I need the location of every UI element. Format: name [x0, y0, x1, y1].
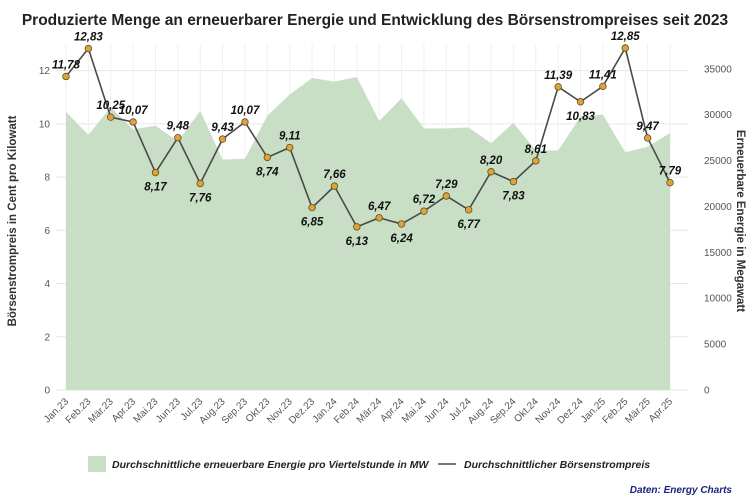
legend-area-label: Durchschnittliche erneuerbare Energie pr… [112, 459, 430, 471]
price-point [643, 134, 652, 142]
price-data-label: 9,48 [167, 121, 190, 133]
left-axis-label: Börsenstrompreis in Cent pro Kilowatt [7, 115, 19, 326]
x-tick-label: Dez.23 [287, 396, 317, 426]
price-point [151, 168, 160, 177]
price-data-label: 11,78 [52, 59, 81, 71]
price-data-label: 8,74 [256, 166, 279, 178]
left-tick-label: 12 [39, 66, 51, 77]
x-tick-label: Dez.24 [555, 396, 585, 426]
x-tick-label: Sep.23 [220, 396, 250, 426]
price-point [129, 118, 137, 126]
price-data-label: 10,07 [119, 105, 148, 117]
price-data-label: 8,20 [480, 155, 503, 167]
price-point [353, 223, 361, 231]
price-point [241, 118, 249, 126]
left-tick-label: 6 [44, 226, 50, 237]
x-tick-label: Sep.24 [488, 396, 518, 426]
price-point [218, 135, 227, 143]
price-point [62, 72, 70, 81]
right-tick-label: 0 [704, 386, 710, 397]
price-data-label: 9,47 [636, 121, 659, 133]
right-tick-label: 20000 [704, 202, 732, 213]
x-tick-label: Mär.23 [86, 396, 116, 426]
price-point [666, 178, 674, 187]
legend: Durchschnittliche erneuerbare Energie pr… [88, 456, 650, 472]
price-point [174, 133, 182, 142]
price-data-label: 9,11 [279, 131, 301, 143]
legend-area-swatch [88, 456, 106, 472]
price-data-label: 6,24 [390, 233, 413, 245]
right-tick-label: 35000 [704, 64, 732, 75]
price-point [487, 168, 495, 176]
price-point [308, 203, 316, 212]
left-tick-label: 0 [44, 386, 50, 397]
price-data-label: 10,25 [96, 100, 125, 112]
price-data-label: 7,79 [659, 166, 682, 178]
price-data-label: 6,47 [368, 201, 391, 213]
energy-area [66, 77, 670, 390]
right-tick-label: 5000 [704, 340, 727, 351]
right-tick-label: 25000 [704, 156, 732, 167]
price-data-label: 10,07 [231, 105, 260, 117]
left-tick-label: 2 [44, 332, 50, 343]
right-tick-label: 15000 [704, 248, 732, 259]
price-point [375, 214, 383, 222]
price-data-label: 6,85 [301, 217, 324, 229]
chart-title: Produzierte Menge an erneuerbarer Energi… [22, 12, 729, 29]
price-point [263, 153, 272, 162]
left-tick-label: 8 [44, 173, 50, 184]
price-point [442, 192, 450, 200]
price-data-label: 8,17 [144, 182, 167, 194]
price-data-label: 12,85 [611, 31, 640, 43]
left-tick-label: 10 [39, 119, 51, 130]
price-data-label: 12,83 [74, 32, 103, 44]
right-y-ticks: 0 5000 10000 15000 20000 25000 30000 35000 [704, 64, 732, 396]
price-data-label: 6,13 [346, 236, 369, 248]
price-point [464, 206, 473, 214]
price-line-layer [65, 47, 671, 228]
x-ticks: Jan.23Feb.23Mär.23Apr.23Mai.23Jun.23Jul.… [42, 396, 675, 427]
price-point [84, 44, 93, 53]
x-tick-label: Jun.24 [422, 396, 451, 425]
price-point [599, 82, 607, 91]
price-point [286, 143, 294, 152]
price-point [621, 44, 629, 52]
price-data-label: 10,83 [566, 111, 595, 123]
price-point [576, 98, 585, 106]
price-line [65, 47, 671, 228]
price-data-label: 7,29 [435, 179, 458, 191]
x-tick-label: Jun.23 [154, 396, 183, 425]
energy-area-layer [66, 77, 670, 390]
right-tick-label: 30000 [704, 110, 732, 121]
left-y-ticks: 0 2 4 6 8 10 12 [39, 66, 51, 396]
price-point [509, 177, 518, 186]
price-point [554, 83, 562, 91]
price-point [420, 207, 428, 215]
price-data-label: 7,76 [189, 192, 212, 204]
price-data-label: 8,61 [525, 144, 547, 156]
price-data-label: 6,72 [413, 194, 436, 206]
price-data-label: 7,83 [502, 191, 525, 203]
price-point [397, 220, 406, 228]
price-point [532, 157, 540, 165]
x-tick-label: Mär.24 [355, 396, 385, 426]
right-tick-label: 10000 [704, 294, 732, 305]
legend-line-label: Durchschnittlicher Börsenstrompreis [464, 459, 650, 471]
price-data-label: 11,41 [589, 69, 617, 81]
price-data-labels: 11,7812,8310,2510,078,179,487,769,4310,0… [52, 31, 682, 248]
source-note: Daten: Energy Charts [630, 485, 733, 496]
price-data-label: 11,39 [544, 70, 573, 82]
left-tick-label: 4 [44, 279, 50, 290]
x-tick-label: Apr.25 [647, 396, 676, 425]
right-axis-label: Erneuerbare Energie in Megawatt [734, 130, 746, 312]
price-markers [62, 44, 674, 231]
price-point [330, 182, 339, 190]
price-data-label: 6,77 [457, 219, 480, 231]
x-tick-label: Mär.25 [623, 396, 653, 426]
price-data-label: 9,43 [211, 122, 234, 134]
price-point [107, 113, 115, 121]
price-data-label: 7,66 [323, 169, 346, 181]
price-point [196, 179, 204, 188]
